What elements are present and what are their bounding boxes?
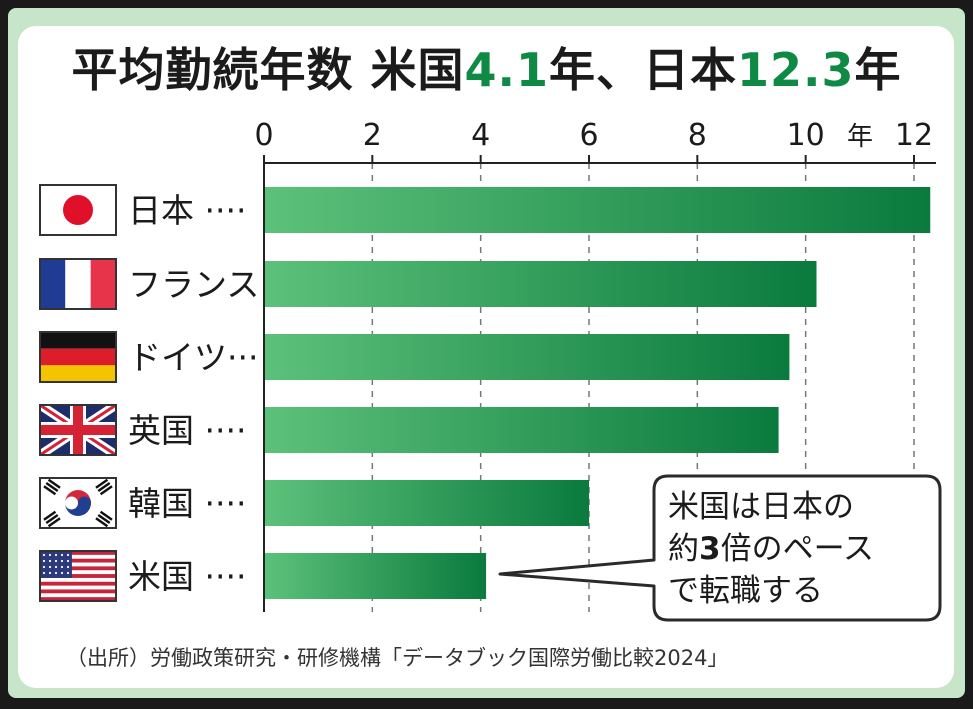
japan-flag-icon: [39, 184, 117, 236]
korea-flag-icon: [39, 477, 117, 529]
chart-title: 平均勤続年数 米国4.1年、日本12.3年: [0, 34, 973, 100]
category-label-3: 英国 ····: [128, 411, 246, 450]
title-jp-value: 12.3: [737, 43, 855, 97]
tick-label-8: 8: [688, 118, 707, 153]
title-us-value: 4.1: [464, 43, 549, 97]
tick-label-6: 6: [579, 118, 598, 153]
category-label-2: ドイツ···: [128, 338, 258, 377]
callout-line1: 米国は日本の: [668, 489, 854, 525]
callout-bubble: [498, 474, 942, 622]
bar-0: [265, 187, 931, 233]
category-label-1: フランス: [128, 265, 259, 304]
title-suffix: 年: [854, 43, 902, 97]
x-axis: 0 2 4 6 8 10 12 年: [254, 118, 936, 612]
tick-label-10: 10: [787, 118, 825, 153]
tick-label-12: 12: [895, 118, 933, 153]
callout-line2: 約3倍のペース: [668, 531, 875, 567]
category-label-4: 韓国 ····: [128, 484, 246, 523]
bar-5: [265, 553, 487, 599]
callout-line3: で転職する: [668, 573, 823, 609]
source-note: （出所）労働政策研究・研修機構「データブック国際労働比較2024」: [66, 646, 729, 670]
usa-flag-icon: [39, 550, 117, 602]
bar-3: [265, 407, 779, 453]
uk-flag-icon: [37, 401, 119, 459]
category-label-5: 米国 ····: [128, 557, 246, 596]
callout-multiplier: 3: [699, 531, 721, 567]
bar-1: [265, 261, 817, 307]
bar-4: [265, 480, 589, 526]
france-flag-icon: [39, 258, 117, 310]
category-label-0: 日本 ····: [128, 191, 246, 230]
title-mid: 年、日本: [549, 43, 737, 97]
axis-unit-label: 年: [847, 122, 873, 152]
callout-text: 米国は日本の 約3倍のペース で転職する: [668, 486, 938, 612]
tick-label-0: 0: [254, 118, 273, 153]
tick-label-4: 4: [471, 118, 490, 153]
tick-label-2: 2: [363, 118, 382, 153]
bars: [265, 187, 931, 599]
title-prefix: 平均勤続年数 米国: [71, 43, 465, 97]
bar-2: [265, 334, 790, 380]
germany-flag-icon: [39, 331, 117, 383]
